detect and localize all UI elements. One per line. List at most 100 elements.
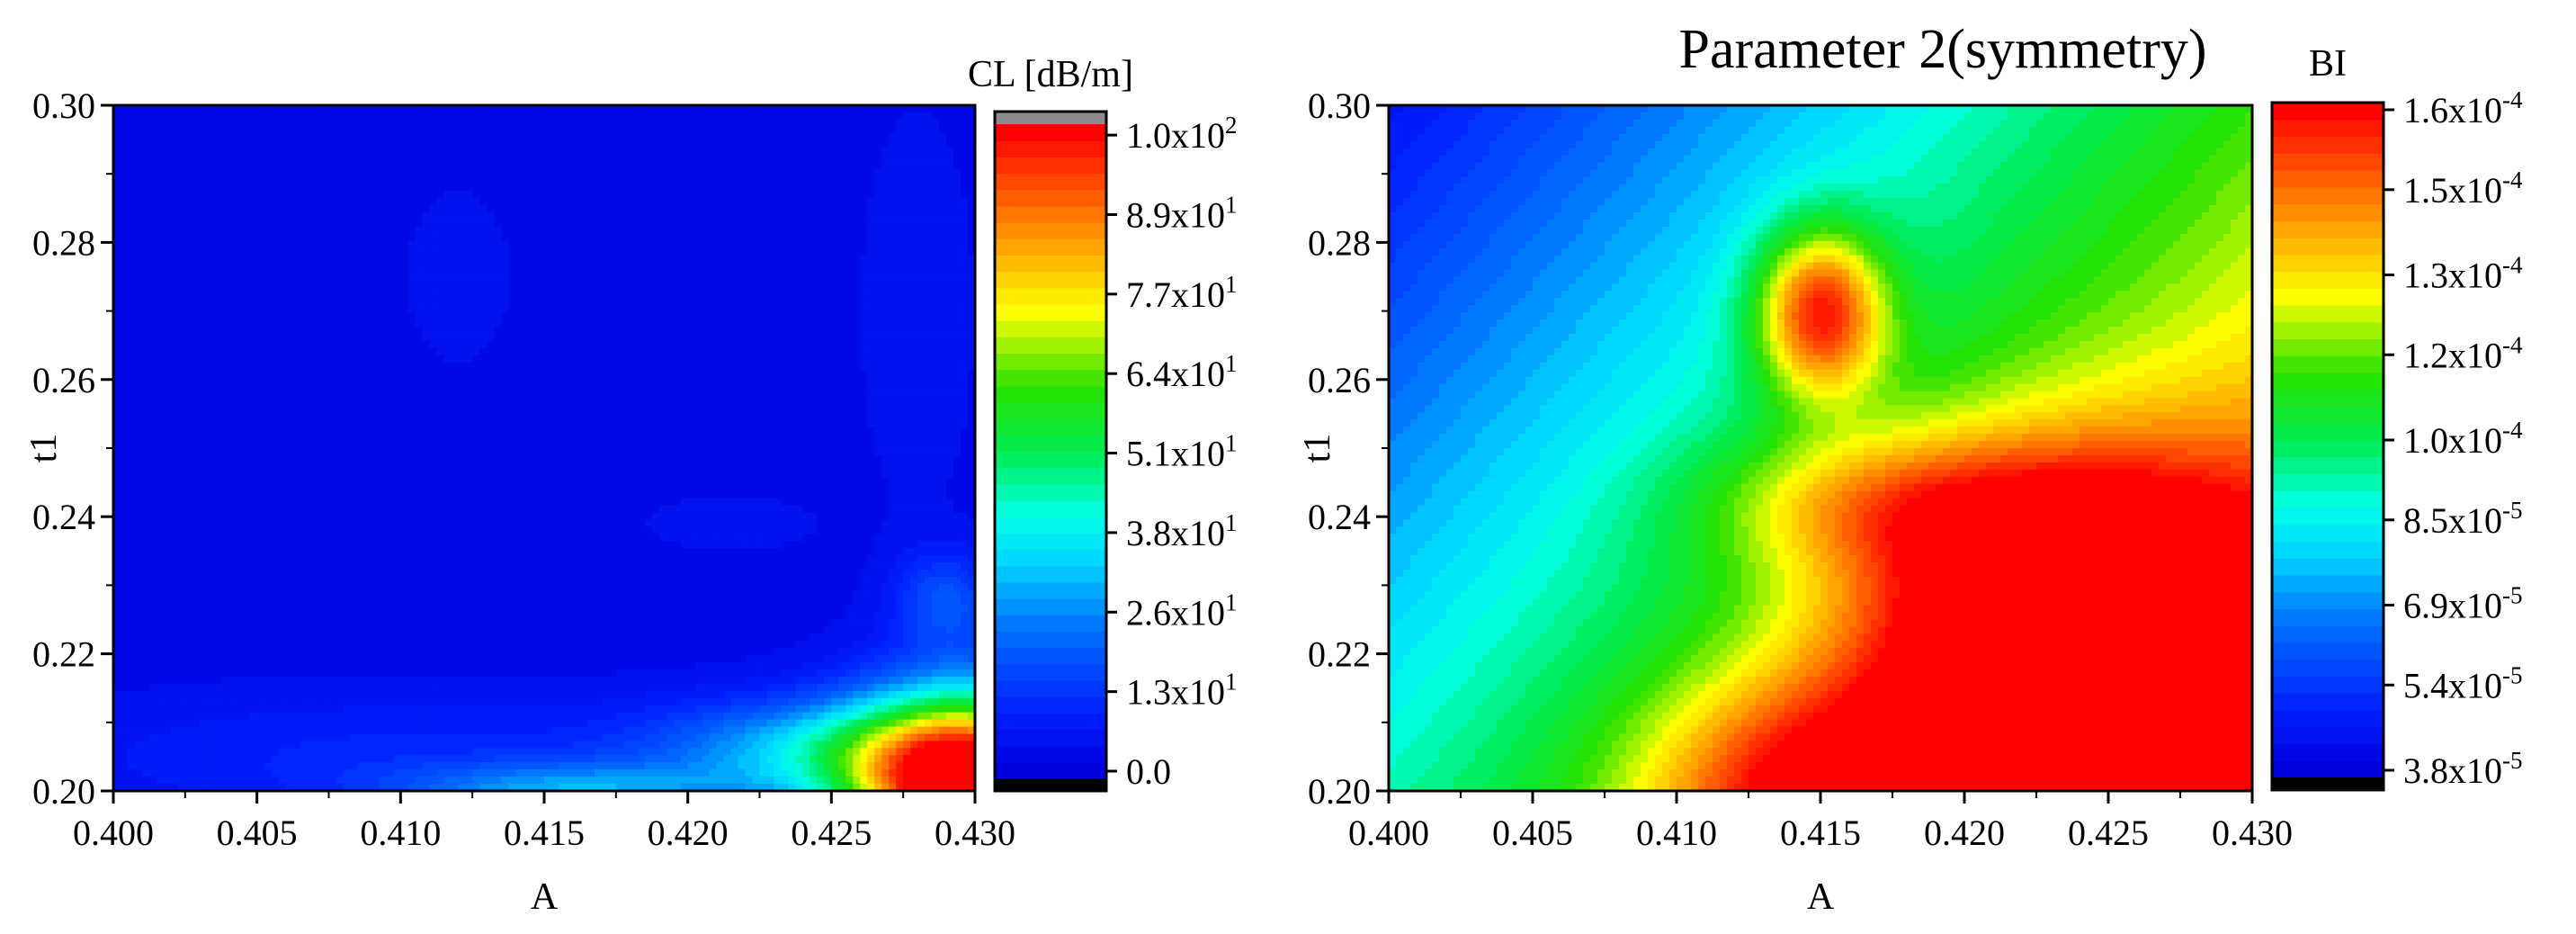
heatmap-cell <box>881 255 890 264</box>
heatmap-cell <box>415 148 423 157</box>
heatmap-cell <box>335 140 344 149</box>
heatmap-cell <box>745 133 754 142</box>
heatmap-cell <box>199 347 208 356</box>
heatmap-cell <box>565 233 574 242</box>
heatmap-cell <box>451 347 459 356</box>
heatmap-cell <box>350 226 359 235</box>
heatmap-cell <box>644 298 653 306</box>
heatmap-cell <box>206 247 215 256</box>
heatmap-cell <box>292 226 301 235</box>
heatmap-cell <box>896 220 904 228</box>
heatmap-cell <box>889 133 897 142</box>
heatmap-cell <box>220 240 229 249</box>
heatmap-cell <box>379 247 387 256</box>
heatmap-cell <box>781 319 790 328</box>
heatmap-cell <box>608 140 617 149</box>
heatmap-cell <box>285 198 294 206</box>
heatmap-cell <box>673 220 682 228</box>
heatmap-cell <box>565 169 574 177</box>
heatmap-cell <box>968 305 975 313</box>
heatmap-cell <box>831 327 839 335</box>
heatmap-cell <box>407 340 416 349</box>
heatmap-cell <box>184 283 193 292</box>
heatmap-cell <box>694 198 703 206</box>
heatmap-cell <box>881 191 890 199</box>
heatmap-cell <box>867 283 875 292</box>
heatmap-cell <box>709 283 718 292</box>
heatmap-cell <box>874 283 882 292</box>
heatmap-cell <box>386 362 394 371</box>
heatmap-cell <box>458 283 466 292</box>
heatmap-cell <box>335 362 344 371</box>
heatmap-cell <box>579 262 588 271</box>
heatmap-cell <box>271 133 280 142</box>
heatmap-cell <box>946 184 954 192</box>
heatmap-cell <box>515 376 523 385</box>
heatmap-cell <box>314 226 323 235</box>
heatmap-cell <box>335 312 344 320</box>
heatmap-cell <box>939 176 947 184</box>
heatmap-cell <box>350 105 359 113</box>
heatmap-cell <box>156 398 165 406</box>
heatmap-cell <box>278 119 287 128</box>
heatmap-cell <box>523 233 531 242</box>
heatmap-cell <box>867 262 875 271</box>
heatmap-cell <box>889 205 897 213</box>
heatmap-cell <box>845 112 854 121</box>
heatmap-cell <box>343 126 352 135</box>
heatmap-cell <box>824 355 832 364</box>
heatmap-cell <box>113 126 121 135</box>
heatmap-cell <box>680 369 689 378</box>
heatmap-cell <box>184 291 193 299</box>
heatmap-cell <box>436 283 444 292</box>
heatmap-cell <box>809 383 818 392</box>
heatmap-cell <box>479 383 487 392</box>
heatmap-cell <box>400 305 408 313</box>
heatmap-cell <box>228 119 237 128</box>
heatmap-cell <box>565 398 574 406</box>
heatmap-cell <box>738 176 747 184</box>
heatmap-cell <box>120 276 129 285</box>
heatmap-cell <box>601 226 610 235</box>
heatmap-cell <box>479 105 487 113</box>
heatmap-cell <box>788 262 797 271</box>
heatmap-cell <box>644 212 653 220</box>
heatmap-cell <box>788 340 797 349</box>
heatmap-cell <box>307 391 316 400</box>
heatmap-cell <box>889 347 897 356</box>
heatmap-cell <box>925 169 933 177</box>
heatmap-cell <box>451 255 459 264</box>
heatmap-cell <box>235 305 244 313</box>
heatmap-cell <box>220 169 229 177</box>
heatmap-cell <box>730 140 739 149</box>
heatmap-cell <box>723 369 732 378</box>
heatmap-cell <box>824 347 832 356</box>
heatmap-cell <box>702 133 711 142</box>
heatmap-cell <box>285 169 294 177</box>
heatmap-cell <box>738 276 747 285</box>
heatmap-cell <box>889 220 897 228</box>
heatmap-cell <box>579 312 588 320</box>
heatmap-cell <box>494 355 502 364</box>
heatmap-cell <box>487 169 495 177</box>
heatmap-cell <box>630 233 639 242</box>
heatmap-cell <box>709 233 718 242</box>
heatmap-cell <box>824 312 832 320</box>
heatmap-cell <box>264 334 273 342</box>
heatmap-cell <box>961 340 969 349</box>
heatmap-cell <box>300 233 309 242</box>
heatmap-cell <box>680 347 689 356</box>
heatmap-cell <box>550 247 559 256</box>
heatmap-cell <box>264 126 273 135</box>
heatmap-cell <box>134 148 143 157</box>
heatmap-cell <box>487 247 495 256</box>
heatmap-cell <box>615 255 624 264</box>
heatmap-cell <box>292 184 301 192</box>
heatmap-cell <box>465 240 473 249</box>
heatmap-cell <box>932 347 940 356</box>
heatmap-cell <box>946 369 954 378</box>
heatmap-cell <box>745 291 754 299</box>
heatmap-cell <box>321 148 330 157</box>
heatmap-cell <box>170 383 179 392</box>
heatmap-cell <box>615 220 624 228</box>
